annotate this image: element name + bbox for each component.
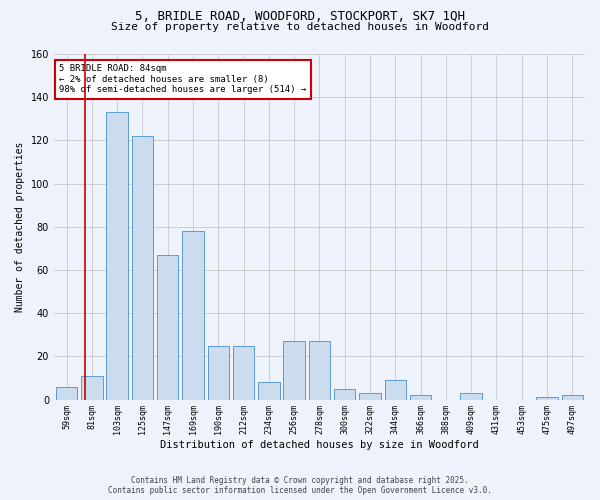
Bar [81, 376, 103, 400]
Bar [385, 380, 406, 400]
Bar [309, 342, 330, 400]
Bar [258, 382, 280, 400]
Bar [283, 342, 305, 400]
Bar [536, 398, 558, 400]
Bar [460, 393, 482, 400]
X-axis label: Distribution of detached houses by size in Woodford: Distribution of detached houses by size … [160, 440, 479, 450]
Bar [562, 396, 583, 400]
Bar [410, 396, 431, 400]
Bar [334, 389, 355, 400]
Text: Contains HM Land Registry data © Crown copyright and database right 2025.
Contai: Contains HM Land Registry data © Crown c… [108, 476, 492, 495]
Bar [157, 255, 178, 400]
Bar [359, 393, 381, 400]
Bar [106, 112, 128, 400]
Bar [56, 386, 77, 400]
Text: 5, BRIDLE ROAD, WOODFORD, STOCKPORT, SK7 1QH: 5, BRIDLE ROAD, WOODFORD, STOCKPORT, SK7… [135, 10, 465, 23]
Y-axis label: Number of detached properties: Number of detached properties [15, 142, 25, 312]
Bar [208, 346, 229, 400]
Bar [131, 136, 153, 400]
Bar [182, 231, 204, 400]
Text: 5 BRIDLE ROAD: 84sqm
← 2% of detached houses are smaller (8)
98% of semi-detache: 5 BRIDLE ROAD: 84sqm ← 2% of detached ho… [59, 64, 307, 94]
Text: Size of property relative to detached houses in Woodford: Size of property relative to detached ho… [111, 22, 489, 32]
Bar [233, 346, 254, 400]
